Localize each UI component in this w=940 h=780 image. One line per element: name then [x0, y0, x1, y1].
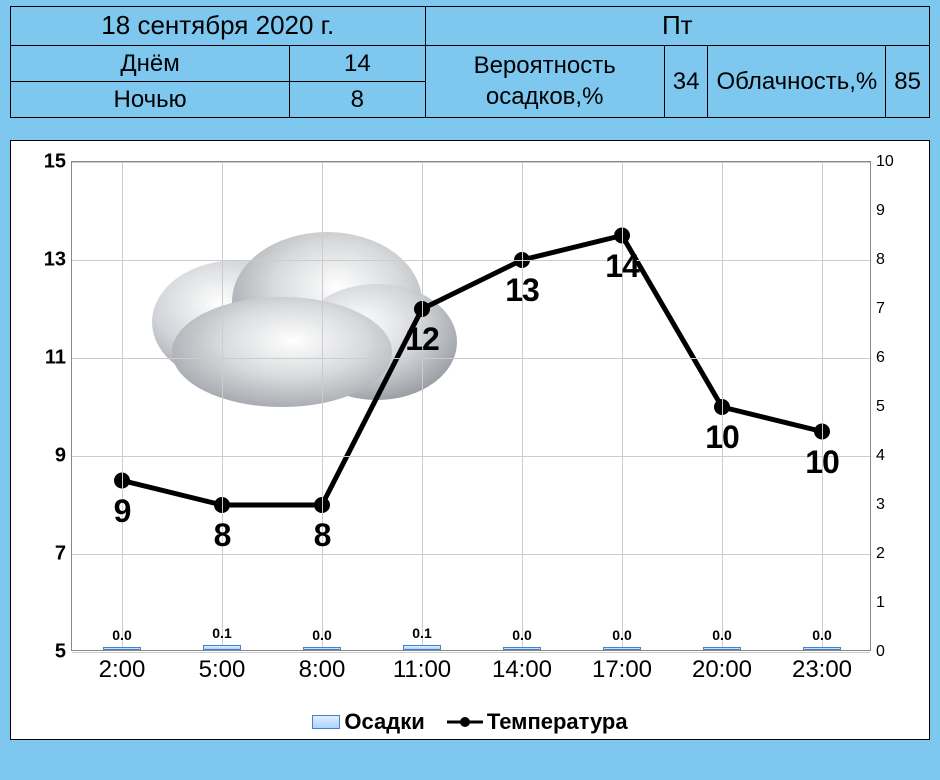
y-right-tick: 8	[876, 251, 885, 269]
night-value-cell: 8	[290, 81, 425, 117]
precip-bar	[603, 647, 641, 650]
y-right-tick: 6	[876, 349, 885, 367]
day-value-cell: 14	[290, 45, 425, 81]
y-right-tick: 9	[876, 202, 885, 220]
precip-bar-label: 0.0	[612, 627, 631, 643]
y-left-tick: 7	[55, 543, 66, 566]
legend-line: Температура	[447, 709, 628, 735]
plot-area: 5791113150123456789102:005:008:0011:0014…	[71, 161, 871, 651]
temperature-point-label: 13	[505, 272, 539, 309]
y-right-tick: 0	[876, 643, 885, 661]
header-panel: 18 сентября 2020 г. Пт Днём 14 Вероятнос…	[0, 0, 940, 118]
precip-bar-label: 0.0	[112, 627, 131, 643]
x-tick: 20:00	[692, 656, 752, 684]
legend-line-label: Температура	[487, 709, 628, 735]
header-table: 18 сентября 2020 г. Пт Днём 14 Вероятнос…	[10, 6, 930, 118]
precip-bar	[203, 645, 241, 650]
precip-bar	[703, 647, 741, 650]
legend-bar-label: Осадки	[344, 709, 424, 735]
y-right-tick: 4	[876, 447, 885, 465]
x-tick: 23:00	[792, 656, 852, 684]
y-right-tick: 7	[876, 300, 885, 318]
temperature-point-label: 9	[114, 493, 131, 530]
precip-bar-label: 0.1	[412, 625, 431, 641]
y-left-tick: 11	[45, 347, 66, 370]
x-tick: 11:00	[393, 656, 451, 684]
night-label-cell: Ночью	[11, 81, 290, 117]
legend-line-swatch	[447, 715, 483, 729]
day-label-cell: Днём	[11, 45, 290, 81]
weather-chart: 5791113150123456789102:005:008:0011:0014…	[10, 140, 930, 740]
temperature-line	[72, 162, 870, 650]
temperature-point-label: 8	[314, 517, 331, 554]
precip-bar	[103, 647, 141, 650]
legend-bar-swatch	[312, 715, 340, 729]
cloud-label-cell: Облачность,%	[708, 45, 886, 117]
y-left-tick: 9	[55, 445, 66, 468]
date-cell: 18 сентября 2020 г.	[11, 7, 426, 46]
precip-value-cell: 34	[664, 45, 708, 117]
y-left-tick: 15	[44, 151, 66, 174]
legend-bar: Осадки	[312, 709, 424, 735]
temperature-point-label: 10	[805, 444, 839, 481]
precip-bar-label: 0.0	[312, 627, 331, 643]
temperature-point-label: 14	[605, 248, 639, 285]
x-tick: 2:00	[99, 656, 146, 684]
y-right-tick: 1	[876, 594, 885, 612]
precip-label-cell: Вероятность осадков,%	[425, 45, 664, 117]
x-tick: 17:00	[592, 656, 652, 684]
precip-bar-label: 0.0	[512, 627, 531, 643]
temperature-point-label: 10	[705, 419, 739, 456]
precip-bar-label: 0.1	[212, 625, 231, 641]
legend: Осадки Температура	[11, 709, 929, 735]
y-right-tick: 2	[876, 545, 885, 563]
temperature-point-label: 8	[214, 517, 231, 554]
cloud-value-cell: 85	[886, 45, 930, 117]
precip-bar-label: 0.0	[812, 627, 831, 643]
y-left-tick: 5	[55, 641, 66, 664]
x-tick: 5:00	[199, 656, 246, 684]
weekday-cell: Пт	[425, 7, 929, 46]
x-tick: 8:00	[299, 656, 346, 684]
precip-bar	[803, 647, 841, 650]
precip-bar	[503, 647, 541, 650]
precip-bar-label: 0.0	[712, 627, 731, 643]
precip-bar	[403, 645, 441, 650]
y-right-tick: 10	[876, 153, 894, 171]
precip-bar	[303, 647, 341, 650]
y-left-tick: 13	[44, 249, 66, 272]
x-tick: 14:00	[492, 656, 552, 684]
y-right-tick: 5	[876, 398, 885, 416]
temperature-point-label: 12	[405, 321, 439, 358]
y-right-tick: 3	[876, 496, 885, 514]
